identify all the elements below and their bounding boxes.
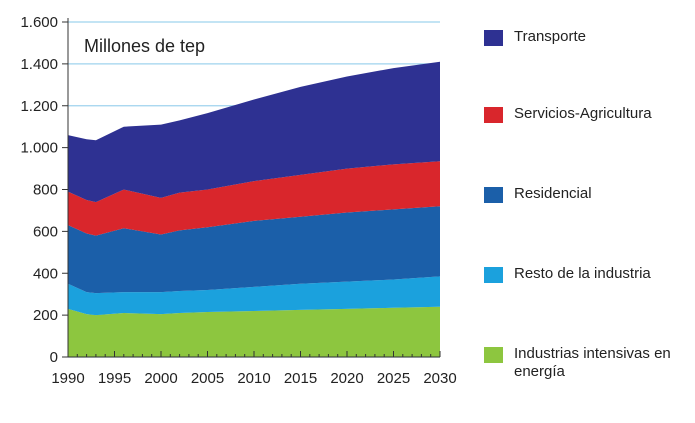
y-tick-label: 600 [33,223,58,240]
legend-swatch [484,30,503,46]
legend-item: Industrias intensivas en energía [484,345,694,381]
x-tick-label: 2020 [330,370,363,387]
legend-label: Residencial [514,185,592,202]
x-tick-label: 2030 [423,370,456,387]
x-tick-label: 1990 [51,370,84,387]
legend-label: Resto de la industria [514,265,651,282]
annotation: Millones de tep [84,36,205,56]
area [68,276,440,316]
x-tick-label: 2025 [377,370,410,387]
legend-swatch [484,267,503,283]
x-tick-label: 2010 [237,370,270,387]
legend-swatch [484,107,503,123]
y-tick-label: 200 [33,307,58,324]
y-tick-label: 400 [33,265,58,282]
y-tick-label: 0 [50,349,58,366]
legend-swatch [484,187,503,203]
legend-swatch [484,347,503,363]
area [68,306,440,357]
legend-item: Transporte [484,28,694,46]
y-tick-label: 1.600 [20,14,58,31]
y-tick-label: 800 [33,182,58,199]
legend-label: Industrias intensivas en energía [514,345,671,380]
y-tick-label: 1.400 [20,56,58,73]
x-tick-label: 2005 [191,370,224,387]
x-tick-label: 1995 [98,370,131,387]
legend-item: Resto de la industria [484,265,694,283]
legend-item: Servicios-Agricultura [484,105,694,123]
area [68,161,440,236]
area [68,206,440,294]
y-tick-label: 1.000 [20,140,58,157]
legend-label: Transporte [514,28,586,45]
x-tick-label: 2015 [284,370,317,387]
area [68,61,440,203]
x-tick-label: 2000 [144,370,177,387]
legend-label: Servicios-Agricultura [514,105,652,122]
legend-item: Residencial [484,185,694,203]
y-tick-label: 1.200 [20,98,58,115]
